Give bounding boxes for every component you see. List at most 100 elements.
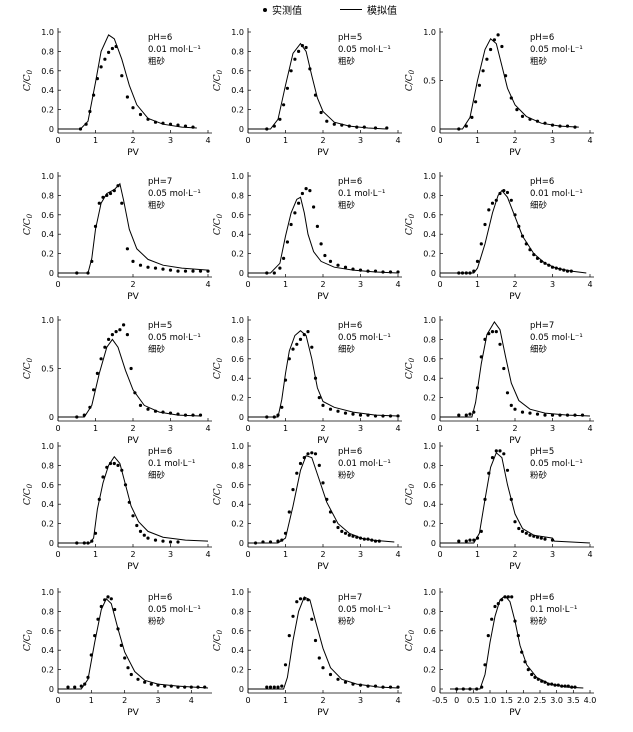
annotation: 0.1 mol·L⁻¹	[338, 189, 385, 199]
y-tick-label: 1.0	[231, 28, 244, 37]
y-tick-label: 0.6	[231, 211, 244, 220]
annotation: pH=7	[530, 321, 554, 331]
y-tick-label: 0.6	[231, 67, 244, 76]
observed-point	[547, 263, 551, 267]
y-tick-label: 0.8	[423, 191, 436, 200]
observed-point	[99, 357, 103, 361]
observed-point	[291, 488, 295, 492]
observed-point	[304, 187, 308, 191]
observed-point	[351, 682, 355, 686]
x-tick-label: 4	[587, 280, 592, 289]
observed-point	[520, 529, 525, 534]
observed-point	[520, 234, 525, 238]
observed-point	[176, 123, 180, 127]
observed-point	[153, 120, 158, 124]
observed-point	[535, 535, 540, 539]
y-tick-label: 1.0	[423, 172, 436, 181]
observed-point	[553, 683, 557, 687]
observed-point	[282, 256, 286, 260]
observed-point	[479, 242, 483, 246]
y-tick-label: 0.6	[41, 627, 54, 636]
annotation: 0.05 mol·L⁻¹	[338, 605, 391, 615]
y-tick-label: 1.0	[423, 442, 436, 451]
observed-point	[498, 449, 502, 453]
annotation: 0.01 mol·L⁻¹	[530, 189, 583, 199]
observed-point	[513, 407, 517, 411]
observed-point	[475, 536, 480, 540]
x-tick-label: 2	[512, 136, 517, 145]
observed-point	[355, 535, 359, 539]
x-axis-label: PV	[509, 436, 521, 446]
observed-point	[289, 69, 293, 73]
x-tick-label: 0	[55, 136, 60, 145]
x-tick-label: 2	[320, 280, 325, 289]
y-tick-label: 0.2	[231, 250, 244, 259]
y-tick-label: 0.6	[423, 355, 436, 364]
observed-point	[131, 259, 135, 263]
observed-point	[183, 685, 187, 689]
observed-point	[388, 414, 393, 418]
x-tick-label: 1	[93, 136, 98, 145]
observed-point	[464, 539, 468, 543]
observed-point	[358, 268, 363, 272]
observed-point	[161, 267, 165, 271]
observed-point	[297, 49, 301, 54]
observed-point	[479, 355, 483, 359]
x-tick-label: 0	[245, 136, 250, 145]
observed-point	[498, 191, 502, 196]
x-axis-label: PV	[509, 292, 521, 302]
observed-point	[176, 269, 180, 273]
observed-point	[280, 538, 284, 542]
simulated-curve	[58, 182, 209, 274]
x-tick-label: 4	[205, 280, 210, 289]
y-tick-label: 0.8	[231, 47, 244, 56]
observed-point	[300, 44, 304, 48]
x-tick-label: 0	[245, 280, 250, 289]
observed-point	[524, 242, 528, 246]
observed-point	[515, 108, 519, 112]
observed-point	[319, 242, 323, 246]
annotation: pH=5	[530, 447, 554, 457]
observed-point	[78, 127, 83, 131]
observed-point	[291, 614, 295, 618]
y-axis-label: C/C0	[213, 483, 224, 505]
y-tick-label: 0	[49, 413, 54, 422]
annotation: 细砂	[530, 200, 548, 211]
y-tick-label: 0.4	[423, 374, 436, 383]
x-tick-label: 3.0	[550, 696, 563, 705]
observed-point	[308, 189, 312, 193]
observed-point	[146, 265, 150, 269]
observed-point	[457, 271, 461, 275]
x-tick-label: 2	[512, 424, 517, 433]
x-axis-label: PV	[317, 436, 329, 446]
observed-point	[328, 407, 333, 411]
observed-point	[492, 38, 496, 42]
annotation: 0.01 mol·L⁻¹	[148, 45, 201, 55]
y-tick-label: 1.0	[41, 28, 54, 37]
observed-point	[280, 405, 284, 409]
observed-point	[385, 126, 389, 130]
x-tick-label: 2	[320, 696, 325, 705]
observed-point	[550, 265, 555, 269]
annotation: 细砂	[148, 470, 166, 481]
observed-point	[325, 119, 329, 123]
x-tick-label: 2	[512, 550, 517, 559]
observed-point	[153, 538, 158, 542]
observed-point	[123, 483, 128, 487]
y-tick-label: 0.2	[41, 106, 54, 115]
observed-point	[504, 74, 508, 78]
annotation: pH=6	[338, 321, 362, 331]
observed-point	[131, 106, 135, 110]
x-axis-label: PV	[127, 562, 139, 572]
observed-point	[317, 656, 321, 660]
observed-point	[302, 456, 306, 460]
y-tick-label: 0.4	[231, 500, 244, 509]
observed-point	[114, 330, 118, 334]
observed-point	[183, 269, 188, 273]
y-tick-label: 0.2	[231, 520, 244, 529]
observed-point	[332, 520, 336, 524]
observed-point	[494, 330, 498, 334]
observed-point	[528, 117, 532, 121]
observed-point	[366, 269, 370, 273]
observed-point	[105, 193, 109, 197]
